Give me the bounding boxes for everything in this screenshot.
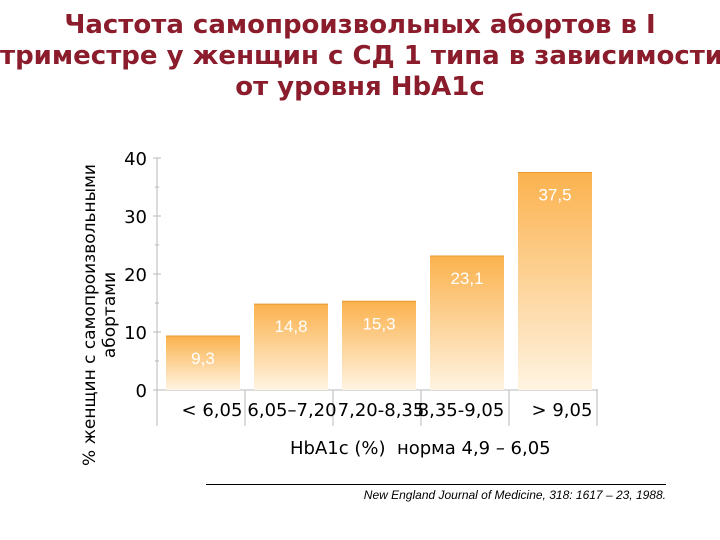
chart-title-line-1: Частота самопроизвольных абортов в I <box>64 10 656 40</box>
source-citation: New England Journal of Medicine, 318: 16… <box>206 484 666 502</box>
bar-value-label: 37,5 <box>538 186 571 205</box>
bar-value-label: 23,1 <box>450 269 483 288</box>
y-tick-label: 20 <box>124 265 147 286</box>
x-category-label: 8,35-9,05 <box>418 400 505 421</box>
x-axis-label: HbA1c (%) норма 4,9 – 6,05 <box>290 438 551 459</box>
bar-value-label: 15,3 <box>362 314 395 333</box>
chart-title-line-2: триместре у женщин с СД 1 типа в зависим… <box>0 41 720 71</box>
bar-value-label: 14,8 <box>274 317 307 336</box>
bar-value-label: 9,3 <box>191 349 215 368</box>
bar <box>518 172 592 390</box>
bar <box>254 304 328 390</box>
chart-title: Частота самопроизвольных абортов в I три… <box>0 10 720 103</box>
x-category-label: > 9,05 <box>532 400 593 421</box>
x-category-label: 6,05–7,20 <box>247 400 336 421</box>
y-tick-label: 10 <box>124 323 147 344</box>
y-tick-label: 40 <box>124 149 147 170</box>
source-text: New England Journal of Medicine, 318: 16… <box>363 488 666 502</box>
x-axis-title: HbA1c (%) <box>290 438 386 459</box>
bar <box>342 301 416 390</box>
chart-title-line-3: от уровня HbA1c <box>235 72 485 102</box>
bar <box>166 336 240 390</box>
x-category-label: 7,20-8,35 <box>338 400 425 421</box>
bar <box>430 256 504 390</box>
x-category-label: < 6,05 <box>182 400 243 421</box>
y-tick-label: 0 <box>136 381 147 402</box>
x-axis-note: норма 4,9 – 6,05 <box>396 438 551 459</box>
y-tick-label: 30 <box>124 207 147 228</box>
